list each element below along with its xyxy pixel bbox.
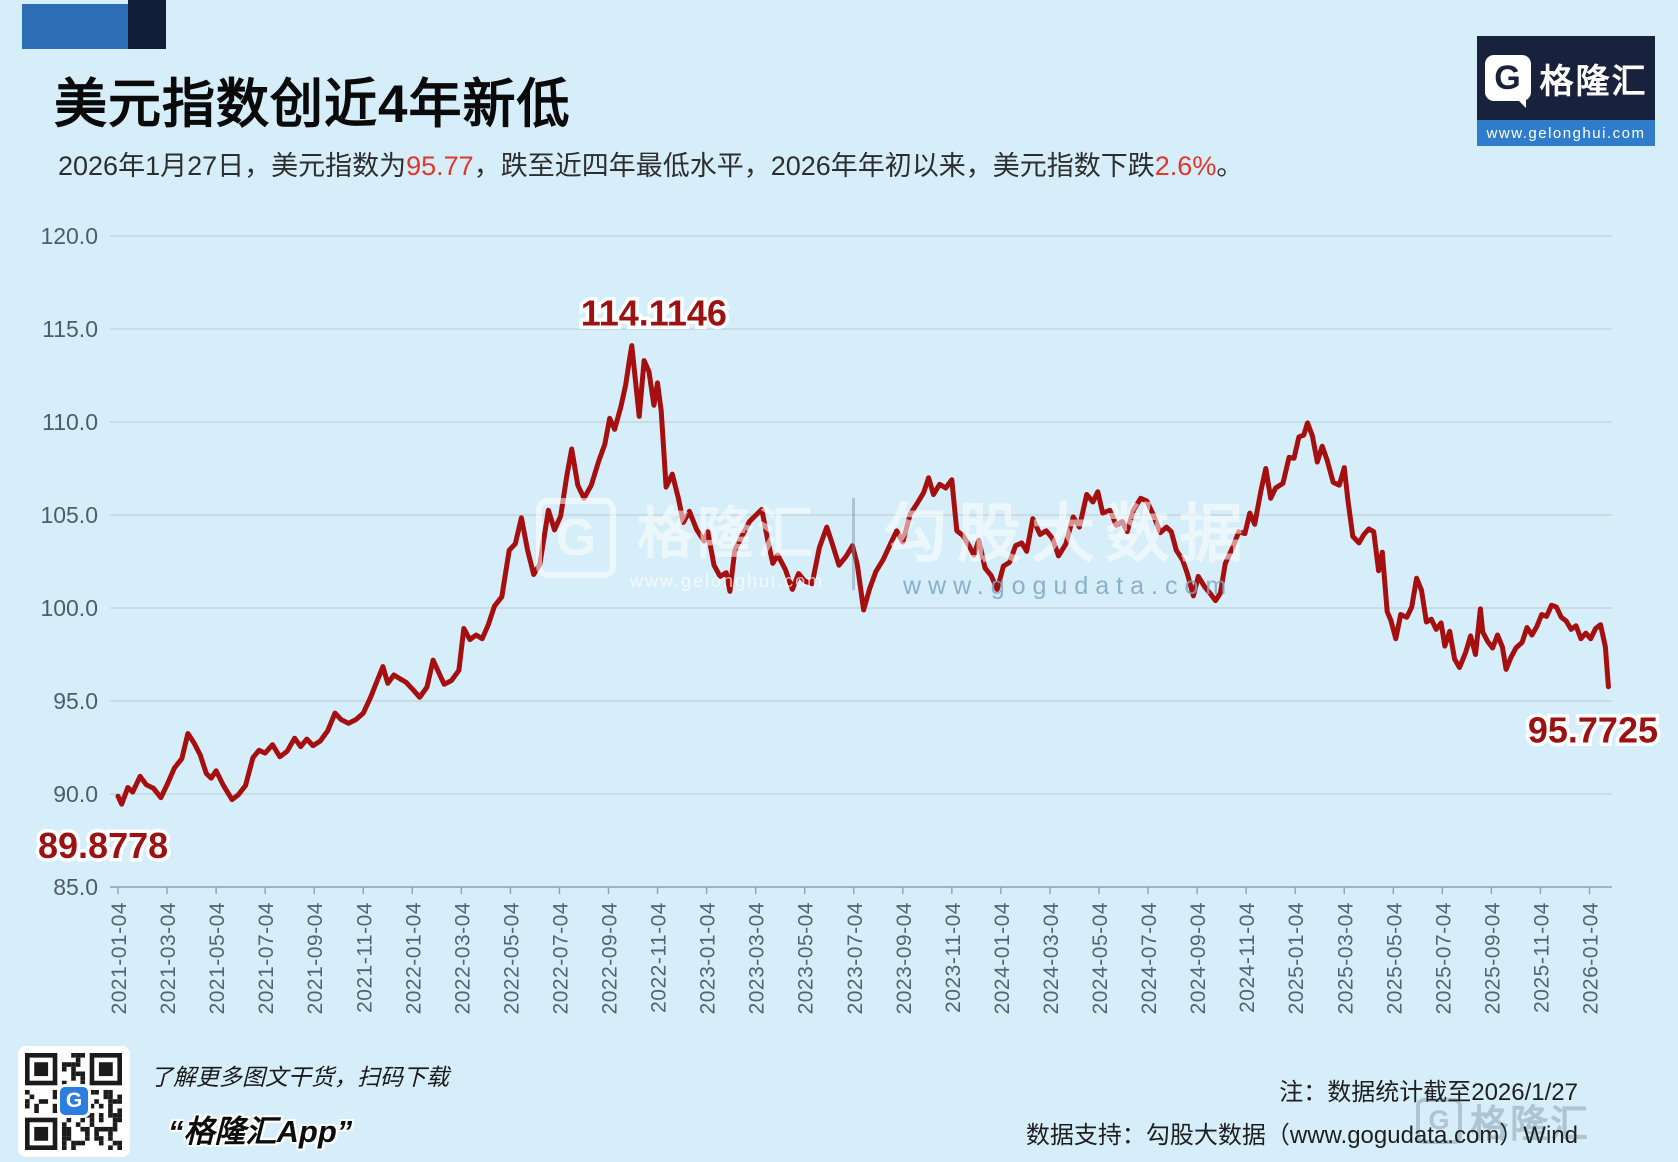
svg-text:2021-11-04: 2021-11-04 (353, 902, 376, 1013)
subtitle: 2026年1月27日，美元指数为95.77，跌至近四年最低水平，2026年年初以… (58, 144, 1243, 183)
app-name: “格隆汇App” (168, 1114, 353, 1149)
gelonghui-g-icon: G (1484, 55, 1531, 108)
gelonghui-brand-name: 格隆汇 (1539, 62, 1648, 101)
header-accent-blue (22, 4, 128, 49)
svg-text:2025-11-04: 2025-11-04 (1530, 902, 1553, 1013)
svg-text:2023-03-04: 2023-03-04 (746, 902, 769, 1014)
data-note: 注：数据统计截至2026/1/27 (1279, 1079, 1578, 1106)
corner-watermark: G 格隆汇 (1415, 1093, 1590, 1148)
svg-text:90.0: 90.0 (53, 781, 98, 807)
svg-text:95.7725: 95.7725 (1528, 710, 1658, 751)
svg-text:89.8778: 89.8778 (38, 825, 168, 866)
subtitle-value-change: 2.6% (1154, 151, 1217, 181)
qr-pattern (25, 1053, 122, 1150)
header-accent-navy (128, 0, 166, 49)
svg-text:2024-09-04: 2024-09-04 (1187, 902, 1210, 1014)
svg-text:2021-07-04: 2021-07-04 (255, 902, 278, 1014)
svg-text:2025-05-04: 2025-05-04 (1383, 902, 1406, 1014)
svg-text:120.0: 120.0 (40, 223, 98, 249)
corner-g-icon: G (1415, 1097, 1462, 1144)
page-title: 美元指数创近4年新低 (54, 75, 571, 134)
svg-text:95.0: 95.0 (53, 688, 98, 714)
svg-text:2024-03-04: 2024-03-04 (1040, 902, 1063, 1014)
svg-text:105.0: 105.0 (40, 502, 98, 528)
svg-text:2024-05-04: 2024-05-04 (1089, 902, 1112, 1014)
data-support: 数据支持：勾股大数据（www.gogudata.com）Wind (1025, 1122, 1578, 1149)
svg-text:2022-03-04: 2022-03-04 (451, 902, 474, 1014)
svg-text:2025-01-04: 2025-01-04 (1285, 902, 1308, 1014)
svg-text:2025-09-04: 2025-09-04 (1481, 902, 1504, 1014)
svg-text:114.1146: 114.1146 (581, 293, 727, 334)
subtitle-value-index: 95.77 (406, 151, 474, 181)
qr-center-g-icon: G (57, 1084, 91, 1118)
svg-text:100.0: 100.0 (40, 595, 98, 621)
svg-text:2021-01-04: 2021-01-04 (108, 902, 131, 1014)
svg-text:2023-05-04: 2023-05-04 (795, 902, 818, 1014)
svg-text:2024-01-04: 2024-01-04 (991, 902, 1014, 1014)
svg-text:2023-07-04: 2023-07-04 (844, 902, 867, 1014)
svg-text:2021-09-04: 2021-09-04 (304, 902, 327, 1014)
svg-text:85.0: 85.0 (53, 874, 98, 900)
gelonghui-logo: G 格隆汇 www.gelonghui.com (1477, 36, 1655, 146)
svg-text:2022-07-04: 2022-07-04 (549, 902, 572, 1014)
subtitle-text: ，跌至近四年最低水平，2026年年初以来，美元指数下跌 (473, 151, 1155, 181)
svg-text:2022-11-04: 2022-11-04 (648, 902, 671, 1013)
svg-text:2026-01-04: 2026-01-04 (1580, 902, 1603, 1014)
qr-tip: 了解更多图文干货，扫码下载 (150, 1064, 449, 1090)
svg-text:2022-01-04: 2022-01-04 (402, 902, 425, 1014)
svg-text:2025-03-04: 2025-03-04 (1334, 902, 1357, 1014)
svg-text:2023-01-04: 2023-01-04 (697, 902, 720, 1014)
svg-text:2022-09-04: 2022-09-04 (599, 902, 622, 1014)
subtitle-text: 2026年1月27日，美元指数为 (58, 151, 407, 181)
svg-text:2022-05-04: 2022-05-04 (500, 902, 523, 1014)
svg-text:2024-07-04: 2024-07-04 (1138, 902, 1161, 1014)
subtitle-text: 。 (1216, 151, 1244, 181)
svg-text:115.0: 115.0 (42, 316, 98, 342)
gelonghui-url: www.gelonghui.com (1477, 120, 1655, 146)
footer-right: 注：数据统计截至2026/1/27 数据支持：勾股大数据（www.gogudat… (1026, 1072, 1578, 1158)
corner-brand: 格隆汇 (1469, 1104, 1590, 1146)
svg-text:2023-09-04: 2023-09-04 (893, 902, 916, 1014)
svg-text:2021-03-04: 2021-03-04 (157, 902, 180, 1014)
svg-text:110.0: 110.0 (42, 409, 98, 435)
svg-text:2025-07-04: 2025-07-04 (1432, 902, 1455, 1014)
footer-left: 了解更多图文干货，扫码下载 “格隆汇App” (150, 1058, 449, 1151)
qr-code: G (18, 1046, 130, 1157)
svg-text:2023-11-04: 2023-11-04 (942, 902, 965, 1013)
svg-text:2024-11-04: 2024-11-04 (1236, 902, 1259, 1013)
svg-text:2021-05-04: 2021-05-04 (206, 902, 229, 1014)
